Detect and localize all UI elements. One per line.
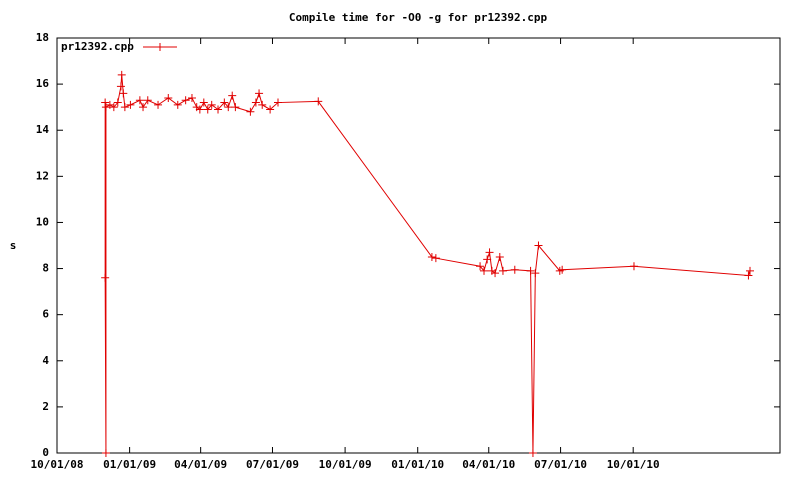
point-marker: [117, 70, 126, 79]
point-marker: [266, 105, 275, 114]
point-marker: [207, 100, 216, 109]
x-tick-label: 07/01/09: [246, 458, 299, 471]
point-marker: [220, 98, 229, 107]
point-marker: [199, 98, 208, 107]
point-marker: [528, 449, 537, 457]
point-marker: [101, 98, 110, 107]
y-tick-label: 14: [36, 123, 50, 136]
point-marker: [154, 100, 163, 109]
x-tick-label: 01/01/10: [391, 458, 444, 471]
point-marker: [109, 103, 118, 112]
point-marker: [228, 91, 237, 100]
point-marker: [258, 100, 267, 109]
chart-title: Compile time for -O0 -g for pr12392.cpp: [289, 11, 548, 24]
point-marker: [485, 248, 494, 257]
point-marker: [526, 266, 535, 275]
y-tick-label: 18: [36, 31, 49, 44]
x-tick-label: 10/01/10: [607, 458, 660, 471]
point-marker: [101, 449, 110, 457]
point-marker: [231, 103, 240, 112]
point-marker: [126, 100, 135, 109]
point-marker: [431, 254, 440, 263]
point-marker: [101, 273, 110, 282]
y-axis-label: s: [10, 239, 17, 252]
y-tick-label: 16: [36, 77, 50, 90]
legend-label: pr12392.cpp: [61, 40, 134, 53]
point-marker: [558, 265, 567, 274]
point-marker: [744, 271, 753, 280]
point-marker: [427, 253, 436, 262]
point-marker: [274, 98, 283, 107]
y-tick-label: 6: [42, 308, 49, 321]
point-marker: [120, 103, 129, 112]
point-marker: [314, 97, 323, 106]
point-marker: [246, 107, 255, 116]
point-marker: [476, 262, 485, 271]
point-marker: [135, 96, 144, 105]
point-marker: [195, 105, 204, 114]
point-marker: [251, 98, 260, 107]
x-tick-label: 01/01/09: [103, 458, 156, 471]
legend-swatch-marker: [156, 43, 164, 51]
point-marker: [214, 105, 223, 114]
point-marker: [480, 266, 489, 275]
point-marker: [495, 253, 504, 262]
point-marker: [187, 93, 196, 102]
point-marker: [224, 103, 233, 112]
point-marker: [255, 89, 264, 98]
point-marker: [483, 255, 492, 264]
point-marker: [143, 96, 152, 105]
point-marker: [629, 262, 638, 271]
point-marker: [139, 103, 148, 112]
x-tick-label: 04/01/09: [174, 458, 227, 471]
point-marker: [113, 98, 122, 107]
point-marker: [181, 96, 190, 105]
series-line: [104, 74, 751, 454]
point-marker: [116, 82, 125, 91]
x-tick-label: 07/01/10: [534, 458, 587, 471]
point-marker: [203, 105, 212, 114]
y-tick-label: 0: [42, 446, 49, 459]
point-marker: [173, 100, 182, 109]
point-marker: [491, 269, 500, 278]
y-tick-label: 8: [42, 262, 49, 275]
y-tick-label: 2: [42, 400, 49, 413]
x-tick-label: 10/01/08: [31, 458, 84, 471]
y-tick-label: 10: [36, 215, 49, 228]
point-marker: [510, 265, 519, 274]
point-marker: [531, 269, 540, 278]
point-marker: [119, 89, 128, 98]
point-marker: [498, 266, 507, 275]
x-tick-label: 04/01/10: [462, 458, 515, 471]
y-tick-label: 12: [36, 169, 49, 182]
point-marker: [164, 93, 173, 102]
y-tick-label: 4: [42, 354, 49, 367]
point-marker: [534, 241, 543, 250]
plot-frame: [56, 37, 781, 454]
x-tick-label: 10/01/09: [319, 458, 372, 471]
point-marker: [746, 266, 755, 275]
